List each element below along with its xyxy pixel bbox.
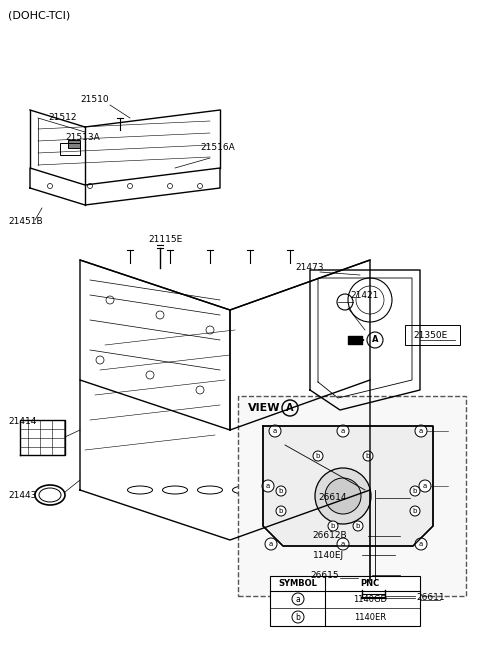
Text: b: b: [331, 523, 335, 529]
Text: (DOHC-TCI): (DOHC-TCI): [8, 11, 70, 21]
Text: 21512: 21512: [48, 113, 76, 123]
Text: A: A: [372, 335, 378, 344]
Text: 26614: 26614: [318, 493, 347, 502]
Text: 21516A: 21516A: [200, 144, 235, 152]
Text: b: b: [366, 453, 370, 459]
Bar: [405, 325, 460, 345]
Circle shape: [415, 538, 427, 550]
Text: b: b: [316, 453, 320, 459]
Ellipse shape: [361, 552, 369, 558]
Text: a: a: [341, 428, 345, 434]
Text: a: a: [419, 541, 423, 547]
Text: 26612B: 26612B: [312, 531, 347, 539]
Text: 21115E: 21115E: [148, 236, 182, 245]
Text: 1140ER: 1140ER: [354, 613, 386, 621]
Text: 21421: 21421: [350, 291, 378, 300]
Circle shape: [419, 480, 431, 492]
Ellipse shape: [365, 572, 379, 578]
Text: 21513A: 21513A: [65, 134, 100, 142]
Circle shape: [353, 521, 363, 531]
Text: a: a: [341, 541, 345, 547]
Ellipse shape: [368, 496, 376, 500]
Text: a: a: [296, 594, 300, 604]
Text: a: a: [423, 483, 427, 489]
Bar: [68, 140, 80, 148]
Text: 21414: 21414: [8, 417, 36, 426]
Circle shape: [337, 425, 349, 437]
Text: 26611: 26611: [416, 594, 444, 602]
Text: b: b: [356, 523, 360, 529]
Circle shape: [265, 538, 277, 550]
Polygon shape: [263, 426, 433, 546]
Text: 26615: 26615: [310, 571, 338, 579]
Circle shape: [313, 451, 323, 461]
Circle shape: [410, 506, 420, 516]
Text: b: b: [279, 488, 283, 494]
Bar: [60, 143, 80, 155]
Bar: [238, 396, 466, 596]
Text: A: A: [286, 403, 294, 413]
Circle shape: [269, 425, 281, 437]
Text: 21451B: 21451B: [8, 218, 43, 226]
Text: a: a: [419, 428, 423, 434]
Text: 1140EJ: 1140EJ: [313, 550, 344, 560]
Text: a: a: [269, 541, 273, 547]
Text: b: b: [413, 488, 417, 494]
Circle shape: [276, 506, 286, 516]
Text: 21473: 21473: [295, 264, 324, 272]
Text: VIEW: VIEW: [248, 403, 280, 413]
Text: 21443: 21443: [8, 491, 36, 499]
Circle shape: [337, 538, 349, 550]
Circle shape: [315, 468, 371, 524]
Text: 1140GD: 1140GD: [353, 594, 387, 604]
Circle shape: [325, 478, 361, 514]
Text: b: b: [413, 508, 417, 514]
Text: 21350E: 21350E: [413, 331, 447, 340]
Circle shape: [328, 521, 338, 531]
Circle shape: [415, 425, 427, 437]
Text: SYMBOL: SYMBOL: [278, 579, 317, 588]
Text: b: b: [279, 508, 283, 514]
Text: b: b: [296, 613, 300, 621]
Circle shape: [262, 480, 274, 492]
Circle shape: [363, 451, 373, 461]
Circle shape: [276, 486, 286, 496]
Text: 21510: 21510: [80, 96, 108, 104]
Bar: [270, 576, 420, 626]
Text: PNC: PNC: [360, 579, 380, 588]
Text: a: a: [273, 428, 277, 434]
Text: a: a: [266, 483, 270, 489]
Circle shape: [410, 486, 420, 496]
